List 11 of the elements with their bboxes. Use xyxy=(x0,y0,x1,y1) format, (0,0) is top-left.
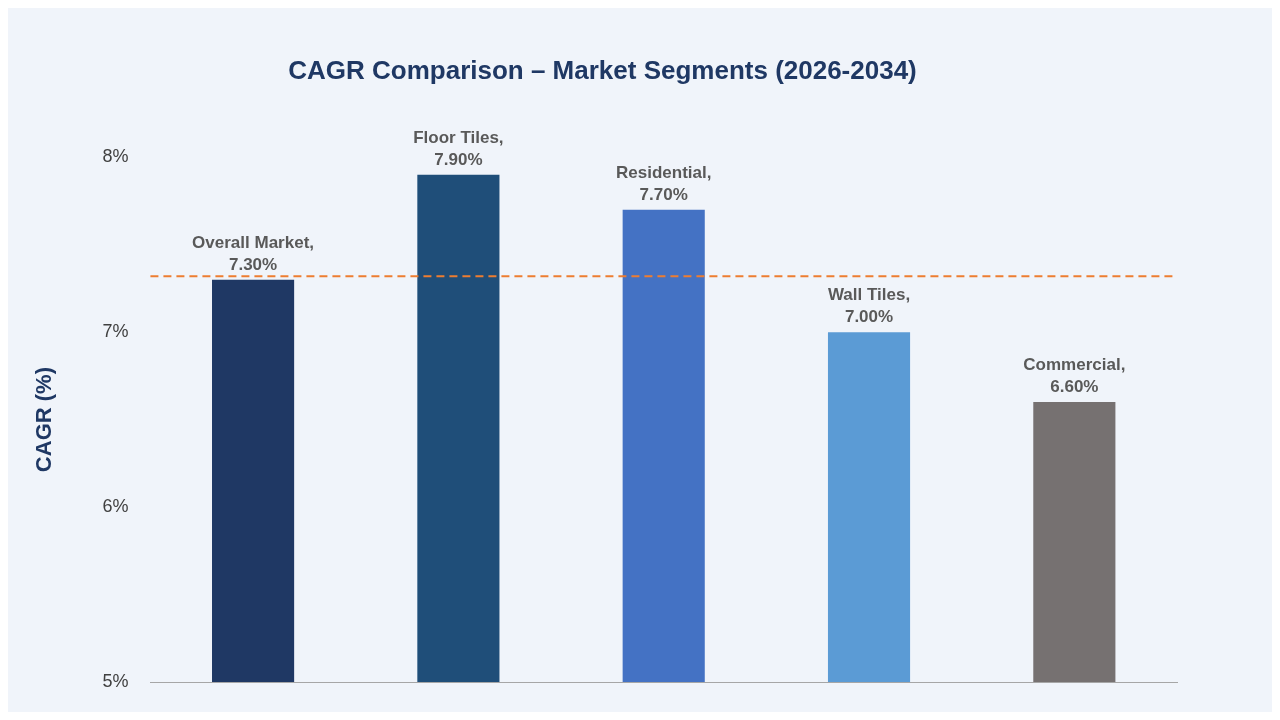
data-label: Overall Market, 7.30% xyxy=(192,232,315,274)
y-tick-label: 7% xyxy=(102,321,129,342)
data-label: Residential, 7.70% xyxy=(616,162,712,204)
chart-title: CAGR Comparison – Market Segments (2026-2034) xyxy=(288,54,917,85)
y-tick-label: 6% xyxy=(102,496,129,517)
y-tick-label: 8% xyxy=(102,146,129,167)
data-label: Wall Tiles, 7.00% xyxy=(827,285,911,327)
data-label: Commercial, 6.60% xyxy=(1023,355,1126,397)
y-tick-label: 5% xyxy=(102,670,129,691)
y-axis-title: CAGR (%) xyxy=(31,367,57,473)
data-label: Floor Tiles, 7.90% xyxy=(413,127,504,169)
